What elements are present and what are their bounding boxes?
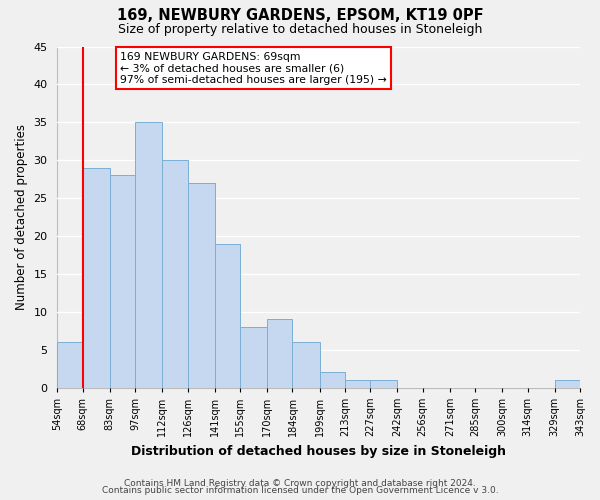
Bar [320,372,345,388]
Bar [110,176,135,388]
Bar [240,327,267,388]
Y-axis label: Number of detached properties: Number of detached properties [15,124,28,310]
Bar [58,342,83,388]
Text: 169, NEWBURY GARDENS, EPSOM, KT19 0PF: 169, NEWBURY GARDENS, EPSOM, KT19 0PF [116,8,484,22]
Bar [292,342,320,388]
Bar [162,160,188,388]
Bar [267,320,292,388]
Bar [83,168,110,388]
Bar [188,183,215,388]
Bar [135,122,162,388]
Text: Size of property relative to detached houses in Stoneleigh: Size of property relative to detached ho… [118,22,482,36]
X-axis label: Distribution of detached houses by size in Stoneleigh: Distribution of detached houses by size … [131,444,506,458]
Bar [370,380,397,388]
Bar [345,380,370,388]
Text: Contains public sector information licensed under the Open Government Licence v : Contains public sector information licen… [101,486,499,495]
Bar [215,244,240,388]
Text: Contains HM Land Registry data © Crown copyright and database right 2024.: Contains HM Land Registry data © Crown c… [124,478,476,488]
Text: 169 NEWBURY GARDENS: 69sqm
← 3% of detached houses are smaller (6)
97% of semi-d: 169 NEWBURY GARDENS: 69sqm ← 3% of detac… [120,52,387,85]
Bar [554,380,580,388]
